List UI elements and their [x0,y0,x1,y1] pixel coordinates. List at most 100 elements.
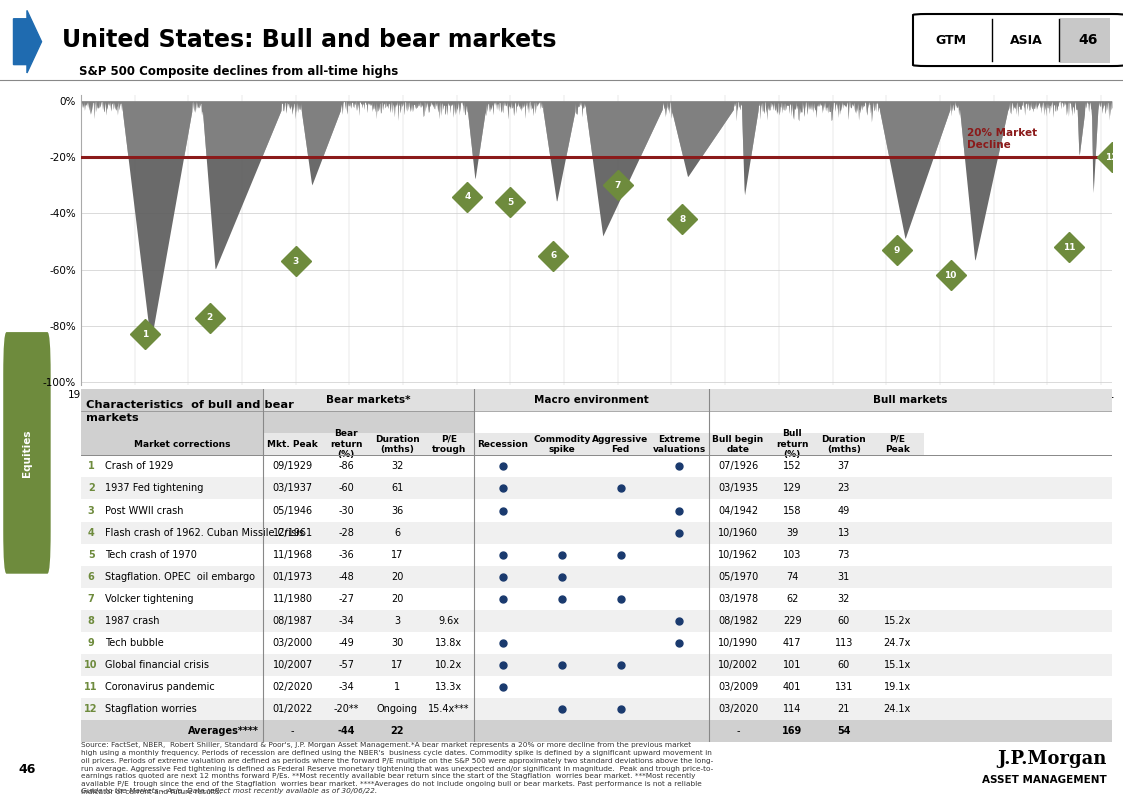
Text: Characteristics  of bull and bear
markets: Characteristics of bull and bear markets [86,399,294,422]
Text: 37: 37 [838,461,850,472]
Text: 5: 5 [88,549,94,560]
Text: Stagflation worries: Stagflation worries [104,704,197,715]
Text: 05/1946: 05/1946 [273,506,313,515]
Text: Tech crash of 1970: Tech crash of 1970 [104,549,197,560]
FancyBboxPatch shape [3,332,51,574]
Text: 20: 20 [391,572,403,582]
Text: 10/2002: 10/2002 [718,660,758,670]
Text: GTM: GTM [935,33,967,47]
Text: 10/1990: 10/1990 [718,638,758,648]
Text: 6: 6 [394,527,401,538]
Text: 3: 3 [292,256,299,266]
Text: Guide to the Markets – Asia. Data reflect most recently available as of 30/06/22: Guide to the Markets – Asia. Data reflec… [81,788,377,794]
Text: -34: -34 [338,682,354,692]
Text: 04/1942: 04/1942 [718,506,758,515]
Text: 11/1968: 11/1968 [273,549,312,560]
Text: 12: 12 [1105,152,1119,162]
Bar [81,720,1112,742]
Text: 11/1980: 11/1980 [273,594,312,604]
Text: 39: 39 [786,527,798,538]
Text: ASSET MANAGEMENT: ASSET MANAGEMENT [982,775,1106,784]
Text: Bear markets*: Bear markets* [326,395,411,405]
Bar [81,654,1112,676]
Text: 61: 61 [391,484,403,493]
Text: 401: 401 [783,682,802,692]
Text: J.P.Morgan: J.P.Morgan [997,750,1106,768]
Text: Bull begin
date: Bull begin date [712,434,764,454]
Text: 24.7x: 24.7x [884,638,911,648]
Bar [1060,17,1110,63]
Text: Stagflation. OPEC  oil embargo: Stagflation. OPEC oil embargo [104,572,255,582]
Text: 60: 60 [838,616,850,626]
Text: 5: 5 [508,198,513,206]
Text: 10.2x: 10.2x [436,660,463,670]
Text: Equities: Equities [22,429,31,476]
Text: Post WWII crash: Post WWII crash [104,506,183,515]
Text: 229: 229 [783,616,802,626]
Bar [474,434,532,455]
Text: Averages****: Averages**** [189,727,259,736]
Bar [81,522,1112,544]
Text: 07/1926: 07/1926 [718,461,758,472]
Text: 03/2009: 03/2009 [718,682,758,692]
Text: 09/1929: 09/1929 [273,461,313,472]
Text: 32: 32 [838,594,850,604]
Text: Recession: Recession [477,440,529,449]
Text: 46: 46 [1078,33,1098,47]
Text: 2: 2 [88,484,94,493]
Bar [709,389,1112,411]
Bar [591,434,650,455]
Text: ASIA: ASIA [1010,33,1043,47]
Text: 19.1x: 19.1x [884,682,911,692]
Text: 60: 60 [838,660,850,670]
Text: -36: -36 [338,549,354,560]
Text: -34: -34 [338,616,354,626]
Text: -30: -30 [338,506,354,515]
Text: Mkt. Peak: Mkt. Peak [267,440,318,449]
Bar [371,434,424,455]
Text: -: - [291,727,294,736]
Text: Tech bubble: Tech bubble [104,638,163,648]
Text: 101: 101 [783,660,802,670]
Text: 11: 11 [1062,243,1075,252]
Text: 9.6x: 9.6x [438,616,459,626]
Text: 03/2000: 03/2000 [273,638,313,648]
Bar [81,389,474,434]
Text: P/E
Peak: P/E Peak [885,434,910,454]
Text: 17: 17 [391,660,403,670]
Text: 13: 13 [838,527,850,538]
Text: 114: 114 [783,704,802,715]
Text: 158: 158 [783,506,802,515]
Text: Aggressive
Fed: Aggressive Fed [593,434,649,454]
Text: 1: 1 [143,330,148,339]
Bar [81,434,263,455]
Text: -48: -48 [338,572,354,582]
FancyArrow shape [13,10,42,73]
Text: 9: 9 [894,245,901,255]
Text: 17: 17 [391,549,403,560]
Text: 03/1935: 03/1935 [718,484,758,493]
Text: -86: -86 [338,461,354,472]
Text: 10: 10 [84,660,98,670]
Bar [474,389,709,411]
Text: 24.1x: 24.1x [884,704,911,715]
Bar [81,632,1112,654]
Text: 05/1970: 05/1970 [718,572,758,582]
Bar [81,565,1112,588]
Text: 02/2020: 02/2020 [273,682,313,692]
Text: Global financial crisis: Global financial crisis [104,660,209,670]
Text: 152: 152 [783,461,802,472]
Text: Macro environment: Macro environment [533,395,649,405]
Text: 13.8x: 13.8x [436,638,463,648]
Text: -49: -49 [338,638,354,648]
Text: 1: 1 [394,682,401,692]
Text: 36: 36 [391,506,403,515]
Text: 03/2020: 03/2020 [718,704,758,715]
Bar [81,588,1112,610]
Text: 01/1973: 01/1973 [273,572,313,582]
Text: Crash of 1929: Crash of 1929 [104,461,173,472]
Bar [424,434,474,455]
Bar [870,434,924,455]
Text: 15.1x: 15.1x [884,660,911,670]
Bar [81,477,1112,499]
